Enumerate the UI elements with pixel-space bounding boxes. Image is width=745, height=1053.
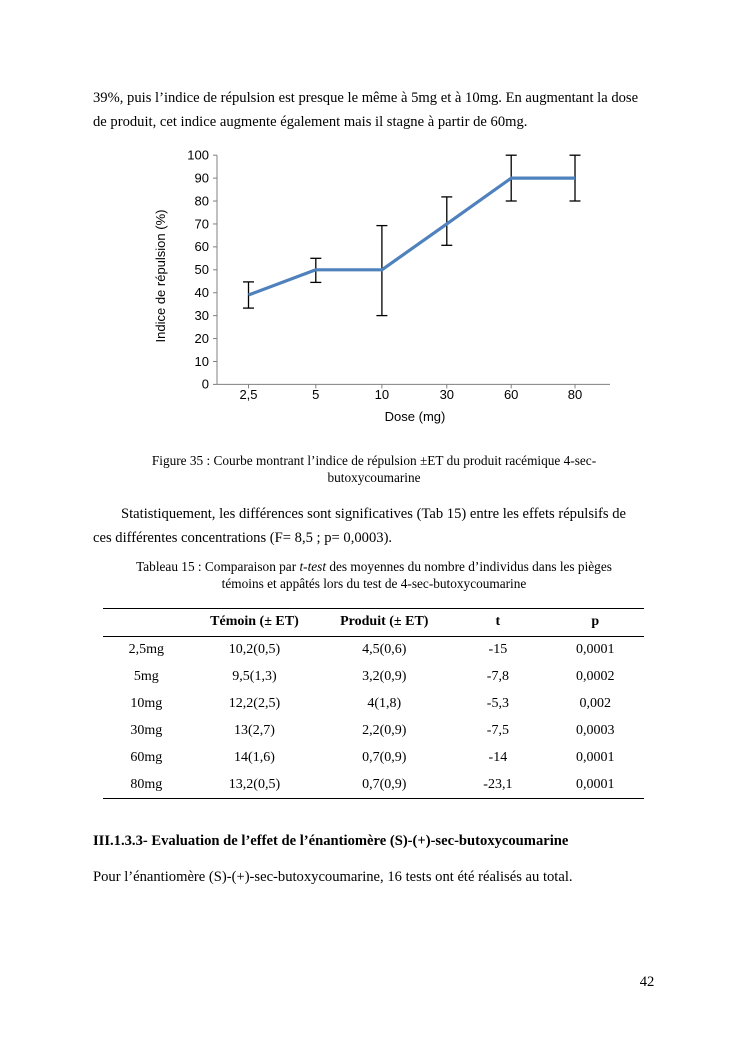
svg-text:0: 0 <box>202 377 209 392</box>
svg-text:Dose (mg): Dose (mg) <box>385 409 446 424</box>
svg-text:30: 30 <box>195 308 209 323</box>
svg-text:5: 5 <box>312 387 319 402</box>
svg-text:30: 30 <box>440 387 454 402</box>
svg-text:50: 50 <box>195 262 209 277</box>
svg-text:20: 20 <box>195 331 209 346</box>
svg-text:80: 80 <box>195 193 209 208</box>
svg-text:100: 100 <box>187 150 209 163</box>
svg-text:60: 60 <box>504 387 518 402</box>
svg-text:40: 40 <box>195 285 209 300</box>
svg-text:10: 10 <box>375 387 389 402</box>
svg-text:80: 80 <box>568 387 582 402</box>
svg-text:Indice de répulsion (%): Indice de répulsion (%) <box>153 210 168 343</box>
svg-text:2,5: 2,5 <box>239 387 257 402</box>
svg-text:60: 60 <box>195 239 209 254</box>
svg-text:90: 90 <box>195 170 209 185</box>
svg-text:70: 70 <box>195 216 209 231</box>
svg-text:10: 10 <box>195 354 209 369</box>
